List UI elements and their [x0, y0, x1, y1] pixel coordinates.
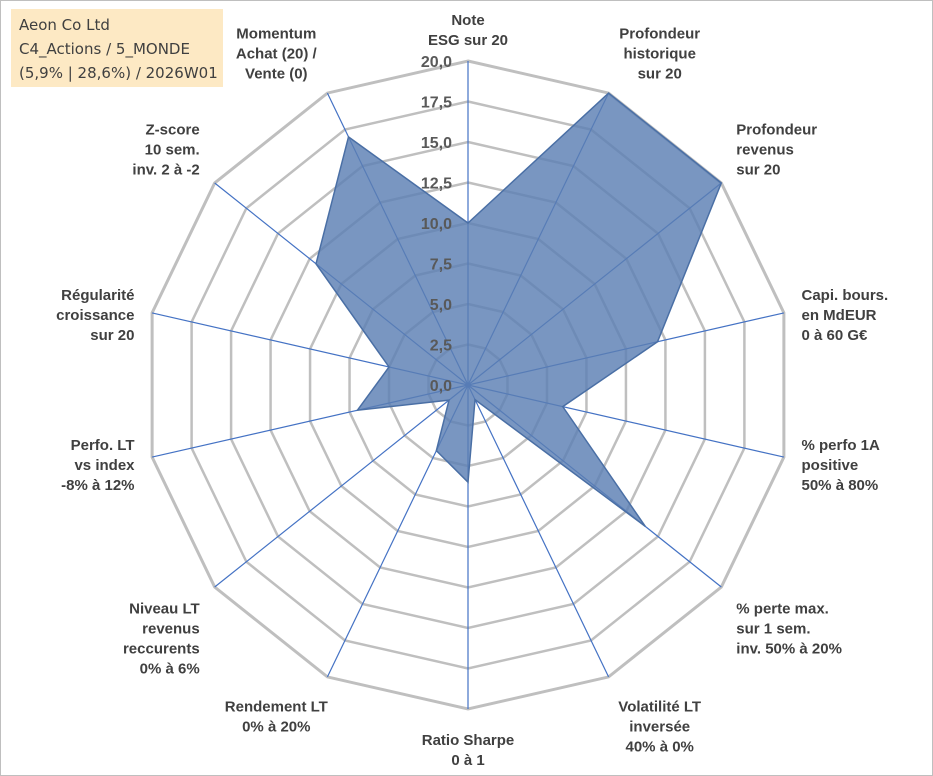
- axis-label-line: Capi. bours.: [802, 287, 889, 304]
- axis-labels: Note ESG sur 20 Profondeur historique sur 20…: [56, 12, 888, 769]
- axis-label-line: % perfo 1A: [802, 437, 881, 454]
- axis-label-line: Régularité: [61, 287, 134, 304]
- tick-label: 20,0: [421, 54, 452, 71]
- tick-label: 5,0: [430, 297, 452, 314]
- axis-label-8: Rendement LT 0% à 20%: [225, 699, 328, 736]
- company-name: Aeon Co Ltd: [19, 16, 110, 34]
- axis-label-line: 0 à 1: [451, 752, 484, 769]
- axis-label-line: Momentum: [236, 26, 316, 43]
- axis-label-4: % perfo 1A positive 50% à 80%: [802, 437, 881, 494]
- axis-label-5: % perte max. sur 1 sem. inv. 50% à 20%: [736, 601, 842, 658]
- axis-label-3: Capi. bours. en MdEUR 0 à 60 G€: [802, 287, 889, 344]
- axis-label-line: 40% à 0%: [626, 739, 694, 756]
- tick-label: 7,5: [430, 257, 452, 274]
- axis-label-12: Z-score 10 sem. inv. 2 à -2: [132, 121, 199, 178]
- axis-label-line: inv. 2 à -2: [132, 161, 199, 178]
- tick-labels: 0,0 2,5 5,0 7,5 10,0 12,5 15,0 17,5 20,0: [421, 54, 452, 395]
- period-info: (5,9% | 28,6%) / 2026W01: [19, 64, 218, 82]
- axis-label-line: Z-score: [146, 121, 200, 138]
- axis-label-line: Niveau LT: [129, 601, 200, 618]
- axis-label-11: Régularité croissance sur 20: [56, 287, 134, 344]
- axis-label-line: Rendement LT: [225, 699, 328, 716]
- axis-label-line: Ratio Sharpe: [422, 732, 515, 749]
- series-area-0: [315, 92, 723, 528]
- axis-label-0: Note ESG sur 20: [428, 12, 508, 49]
- axis-label-line: Profondeur: [736, 121, 817, 138]
- axis-label-line: Achat (20) /: [236, 46, 318, 63]
- axis-label-13: Momentum Achat (20) / Vente (0): [236, 26, 318, 83]
- axis-label-line: Perfo. LT: [71, 437, 135, 454]
- axis-label-line: sur 20: [90, 327, 134, 344]
- axis-label-line: ESG sur 20: [428, 32, 508, 49]
- axis-label-line: vs index: [74, 457, 135, 474]
- spoke-6: [467, 384, 610, 678]
- axis-label-line: Profondeur: [619, 26, 700, 43]
- axis-label-line: % perte max.: [736, 601, 829, 618]
- tick-label: 12,5: [421, 176, 452, 193]
- axis-label-1: Profondeur historique sur 20: [619, 26, 700, 83]
- axis-label-line: inv. 50% à 20%: [736, 641, 842, 658]
- axis-label-10: Perfo. LT vs index -8% à 12%: [61, 437, 135, 494]
- axis-label-line: reccurents: [123, 641, 200, 658]
- axis-label-line: 0 à 60 G€: [802, 327, 869, 344]
- axis-label-line: positive: [802, 457, 859, 474]
- series: [315, 92, 723, 528]
- axis-label-line: 10 sem.: [145, 141, 200, 158]
- axis-label-line: croissance: [56, 307, 134, 324]
- axis-label-line: -8% à 12%: [61, 477, 134, 494]
- axis-label-line: sur 1 sem.: [736, 621, 810, 638]
- axis-label-line: revenus: [736, 141, 794, 158]
- axis-label-line: historique: [623, 46, 696, 63]
- axis-label-line: inversée: [629, 719, 690, 736]
- axis-label-line: sur 20: [638, 66, 682, 83]
- axis-label-line: en MdEUR: [802, 307, 877, 324]
- axis-label-7: Ratio Sharpe 0 à 1: [422, 732, 515, 769]
- axis-label-line: Vente (0): [245, 66, 308, 83]
- axis-label-line: revenus: [142, 621, 200, 638]
- axis-label-line: 0% à 20%: [242, 719, 310, 736]
- axis-label-line: 0% à 6%: [140, 661, 200, 678]
- axis-label-line: 50% à 80%: [802, 477, 879, 494]
- axis-label-9: Niveau LT revenus reccurents 0% à 6%: [123, 601, 200, 678]
- tick-label: 17,5: [421, 95, 452, 112]
- tick-label: 10,0: [421, 216, 452, 233]
- spoke-9: [214, 384, 469, 588]
- portfolio-path: C4_Actions / 5_MONDE: [19, 40, 190, 58]
- tick-label: 0,0: [430, 378, 452, 395]
- axis-label-6: Volatilité LT inversée 40% à 0%: [618, 699, 701, 756]
- tick-label: 15,0: [421, 135, 452, 152]
- info-box: Aeon Co Ltd C4_Actions / 5_MONDE (5,9% |…: [11, 9, 223, 87]
- axis-label-line: Volatilité LT: [618, 699, 701, 716]
- axis-label-line: sur 20: [736, 161, 780, 178]
- axis-label-2: Profondeur revenus sur 20: [736, 121, 817, 178]
- tick-label: 2,5: [430, 338, 452, 355]
- axis-label-line: Note: [451, 12, 484, 29]
